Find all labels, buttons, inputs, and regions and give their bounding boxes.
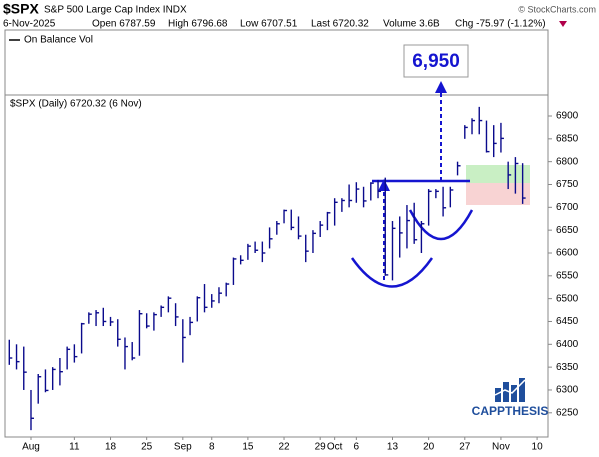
x-tick-label: Oct — [327, 442, 343, 453]
target-zone — [466, 165, 530, 183]
legend-label: On Balance Vol — [24, 35, 93, 46]
y-tick-label: 6900 — [556, 111, 579, 122]
x-tick-label: 11 — [69, 442, 80, 453]
y-tick-label: 6250 — [556, 407, 579, 418]
y-tick-label: 6600 — [556, 248, 579, 259]
arrow-head — [378, 179, 390, 191]
y-tick-label: 6650 — [556, 225, 579, 236]
y-tick-label: 6400 — [556, 339, 579, 350]
price-panel — [4, 94, 549, 438]
y-tick-label: 6550 — [556, 270, 579, 281]
target-box — [403, 44, 469, 78]
info-line: 6-Nov-2025 Open 6787.59 High 6796.68 Low 67… — [3, 19, 546, 30]
price-label: $SPX (Daily) 6720.32 (6 Nov) — [10, 99, 142, 110]
y-tick-label: 6350 — [556, 362, 579, 373]
x-tick-label: 8 — [209, 442, 215, 453]
target-label: 6,950 — [412, 51, 460, 72]
risk-zone — [466, 183, 530, 205]
info-item: Volume 3.6B — [383, 19, 440, 30]
x-tick-label: 6 — [354, 442, 360, 453]
info-item: Last 6720.32 — [311, 19, 369, 30]
x-tick-label: 13 — [387, 442, 399, 453]
arrow-head — [435, 81, 447, 93]
down-indicator — [559, 21, 567, 27]
chart-title: $SPX — [3, 1, 39, 17]
x-tick-label: 20 — [423, 442, 435, 453]
y-tick-label: 6500 — [556, 293, 579, 304]
y-tick-label: 6450 — [556, 316, 579, 327]
x-tick-label: Nov — [492, 442, 510, 453]
y-tick-label: 6800 — [556, 156, 579, 167]
y-tick-label: 6750 — [556, 179, 579, 190]
x-tick-label: 29 — [315, 442, 327, 453]
info-item: Low 6707.51 — [240, 19, 298, 30]
handle-curve — [408, 209, 474, 241]
x-tick-label: Sep — [174, 442, 192, 453]
x-tick-label: 10 — [532, 442, 544, 453]
logo-text: CAPPTHESIS — [472, 404, 549, 418]
cup-curve — [350, 257, 434, 288]
info-item: Open 6787.59 — [92, 19, 156, 30]
info-item: 6-Nov-2025 — [3, 19, 56, 30]
chart-subtitle: S&P 500 Large Cap Index INDX — [44, 5, 187, 16]
info-item: High 6796.68 — [168, 19, 228, 30]
y-tick-label: 6700 — [556, 202, 579, 213]
x-tick-label: 15 — [242, 442, 254, 453]
x-tick-label: 18 — [105, 442, 117, 453]
x-tick-label: Aug — [22, 442, 40, 453]
x-tick-label: 25 — [141, 442, 153, 453]
logo-icon — [494, 378, 526, 402]
y-tick-label: 6300 — [556, 385, 579, 396]
source: © StockCharts.com — [518, 4, 596, 14]
x-tick-label: 27 — [459, 442, 471, 453]
info-item: Chg -75.97 (-1.12%) — [455, 19, 546, 30]
y-tick-label: 6850 — [556, 133, 579, 144]
x-tick-label: 22 — [278, 442, 290, 453]
